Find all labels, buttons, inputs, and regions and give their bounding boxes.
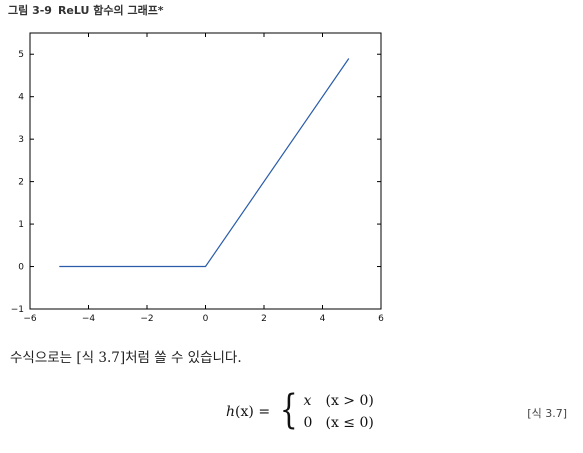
y-tick-label: 4 (18, 93, 24, 103)
plot-border (29, 32, 382, 310)
y-tick-label: 3 (18, 135, 24, 145)
equation-tag: [식 3.7] (527, 407, 567, 420)
relu-chart: −6 −4 −2 0 2 4 6 −1 0 1 2 3 4 5 (11, 32, 384, 324)
x-tick-label: 2 (261, 314, 267, 324)
equation-brace: { (279, 387, 298, 433)
x-tick-label: 4 (320, 314, 326, 324)
figure-caption: 그림 3-9 ReLU 함수의 그래프* (8, 2, 164, 18)
case-condition: (x > 0) (325, 393, 374, 409)
equation-case-positive: x (x > 0) (304, 393, 374, 409)
y-tick-label: 1 (18, 220, 24, 230)
figure-title: ReLU 함수의 그래프* (57, 4, 164, 17)
case-value: 0 (303, 415, 313, 431)
y-tick-label: 2 (18, 178, 24, 188)
equation-lhs: h(x) = (226, 404, 270, 420)
plot-frame (29, 32, 382, 310)
case-condition: (x ≤ 0) (325, 415, 374, 431)
relu-line (59, 58, 350, 268)
y-tick-label: 0 (18, 263, 24, 273)
x-tick-label: −6 (23, 314, 37, 324)
equation-func: h (226, 404, 236, 420)
series-group (59, 58, 350, 268)
tick-marks (29, 33, 382, 310)
equation-cases: x (x > 0) 0 (x ≤ 0) (304, 393, 374, 431)
figure-number: 그림 3-9 (8, 4, 52, 17)
x-tick-label: −4 (82, 314, 96, 324)
equation-equals: = (258, 404, 271, 420)
x-tick-label: 6 (378, 314, 384, 324)
body-paragraph: 수식으로는 [식 3.7]처럼 쓸 수 있습니다. (10, 350, 242, 366)
equation-3-7: h(x) = { x (x > 0) 0 (x ≤ 0) (226, 386, 374, 438)
equation-case-nonpositive: 0 (x ≤ 0) (304, 415, 374, 431)
x-tick-label: −2 (140, 314, 153, 324)
case-value: x (303, 393, 312, 409)
tick-labels: −6 −4 −2 0 2 4 6 −1 0 1 2 3 4 5 (11, 50, 384, 324)
x-tick-label: 0 (203, 314, 209, 324)
y-tick-label: −1 (11, 305, 24, 315)
y-tick-label: 5 (18, 50, 24, 60)
equation-arg: (x) (235, 404, 254, 420)
